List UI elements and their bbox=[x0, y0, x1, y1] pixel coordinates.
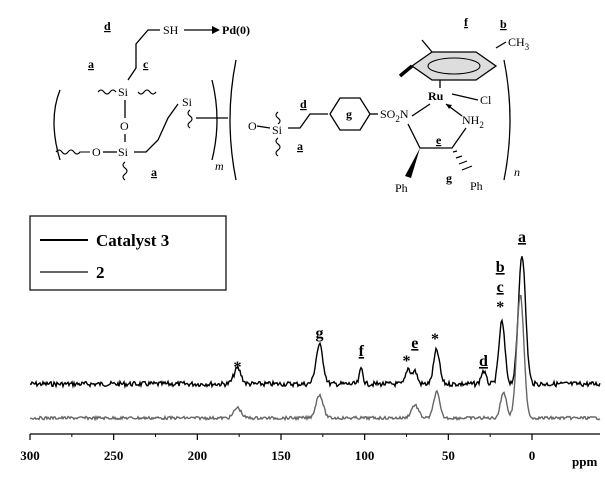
x-tick-label: 150 bbox=[271, 448, 291, 463]
label-a-top: a bbox=[88, 57, 94, 71]
legend-frame bbox=[29, 215, 227, 291]
label-a-bottom: a bbox=[151, 165, 157, 179]
legend: Catalyst 3 2 bbox=[29, 215, 227, 291]
si-label-2: Si bbox=[118, 145, 129, 159]
peak-label-a: a bbox=[518, 229, 526, 246]
x-tick-label: 100 bbox=[355, 448, 375, 463]
paren-n-close bbox=[503, 59, 511, 181]
ru-n-bond bbox=[411, 103, 431, 117]
cymene-methyl-right bbox=[495, 41, 507, 49]
hash-bond-ph2 bbox=[452, 150, 473, 171]
peak-label-b: b bbox=[496, 259, 505, 276]
x-tick-label: 250 bbox=[104, 448, 124, 463]
ph-label-1: Ph bbox=[395, 181, 408, 195]
label-f: f bbox=[464, 15, 469, 29]
x-axis-label: ppm bbox=[572, 454, 597, 469]
ru-cl-bond bbox=[451, 93, 479, 101]
peak-label-asterisk: * bbox=[403, 353, 411, 370]
x-tick-label: 300 bbox=[20, 448, 40, 463]
peak-label-asterisk: * bbox=[431, 331, 439, 348]
wavy-bond-4 bbox=[55, 149, 90, 155]
label-d-top: d bbox=[104, 19, 111, 33]
peak-label-d: d bbox=[479, 353, 488, 370]
wavy-bond-7 bbox=[275, 137, 281, 157]
paren-m-close bbox=[211, 79, 218, 161]
peak-label-f: f bbox=[359, 343, 365, 360]
sh-chain-bonds bbox=[127, 29, 160, 81]
peak-labels: *gf*e *dbc*a bbox=[233, 229, 525, 376]
legend-label-2: 2 bbox=[96, 263, 105, 282]
arrow-head bbox=[212, 26, 220, 34]
n-label: n bbox=[514, 165, 520, 179]
x-axis: ppm 300 250 200 150 100 50 0 bbox=[20, 433, 600, 469]
si-label-1: Si bbox=[118, 85, 129, 99]
cymene-methyl-top bbox=[421, 39, 433, 53]
peak-label-e: e bbox=[411, 335, 418, 352]
paren-m-open bbox=[53, 89, 61, 161]
wavy-bond-1 bbox=[97, 89, 117, 95]
cl-label: Cl bbox=[480, 93, 492, 107]
spectra-plot bbox=[29, 256, 601, 422]
si-label-3: Si bbox=[182, 95, 193, 109]
paren-n-open bbox=[229, 59, 237, 181]
label-g-ring: g bbox=[346, 107, 352, 121]
peak-label-g: g bbox=[315, 325, 323, 342]
o-label-1: O bbox=[120, 119, 129, 133]
wavy-bond-6 bbox=[275, 111, 281, 125]
cymene-isopropyl-bond bbox=[398, 64, 414, 78]
label-b: b bbox=[500, 17, 507, 31]
m-label: m bbox=[215, 159, 224, 173]
o-label-2: O bbox=[92, 145, 101, 159]
label-e: e bbox=[436, 133, 442, 147]
o-si-bond-2 bbox=[256, 125, 271, 129]
wavy-bond-3 bbox=[122, 161, 128, 181]
nh2-label: NH2 bbox=[462, 113, 484, 130]
wedge-bond-ph1 bbox=[405, 148, 420, 178]
peak-label-c: c bbox=[497, 279, 504, 296]
series-line-compound2 bbox=[29, 294, 601, 422]
label-d-right: d bbox=[300, 97, 307, 111]
si-ethyl-bridge bbox=[134, 103, 179, 153]
o-label-3: O bbox=[248, 119, 257, 133]
si-label-4: Si bbox=[272, 123, 283, 137]
ru-label: Ru bbox=[428, 89, 444, 103]
legend-label-catalyst3: Catalyst 3 bbox=[96, 231, 169, 250]
x-tick-label: 50 bbox=[442, 448, 455, 463]
cymene-ring-inner bbox=[427, 57, 481, 75]
peak-label-asterisk: * bbox=[496, 299, 504, 316]
sh-label: SH bbox=[163, 23, 179, 37]
label-c-top: c bbox=[143, 57, 149, 71]
ch3-label: CH3 bbox=[508, 35, 530, 52]
wavy-bond-2 bbox=[137, 89, 157, 95]
chemical-structure: d SH Pd(0) a c Si O Si O a m Si n bbox=[53, 15, 530, 195]
series-line-catalyst3 bbox=[29, 256, 601, 389]
x-tick-label: 0 bbox=[529, 448, 536, 463]
ph-label-2: Ph bbox=[470, 179, 483, 193]
peak-label-asterisk: * bbox=[233, 359, 241, 376]
coord-arrowhead bbox=[446, 104, 452, 109]
diamine-backbone bbox=[407, 123, 467, 149]
wavy-bond-5 bbox=[187, 109, 193, 129]
cymene-ring bbox=[410, 51, 498, 81]
label-a-right: a bbox=[297, 139, 303, 153]
so2n-label: SO2N bbox=[380, 107, 409, 124]
x-tick-label: 200 bbox=[188, 448, 208, 463]
si-ethyl-linker bbox=[288, 113, 328, 129]
label-g-diamine: g bbox=[446, 171, 452, 185]
pd-label: Pd(0) bbox=[222, 23, 250, 37]
